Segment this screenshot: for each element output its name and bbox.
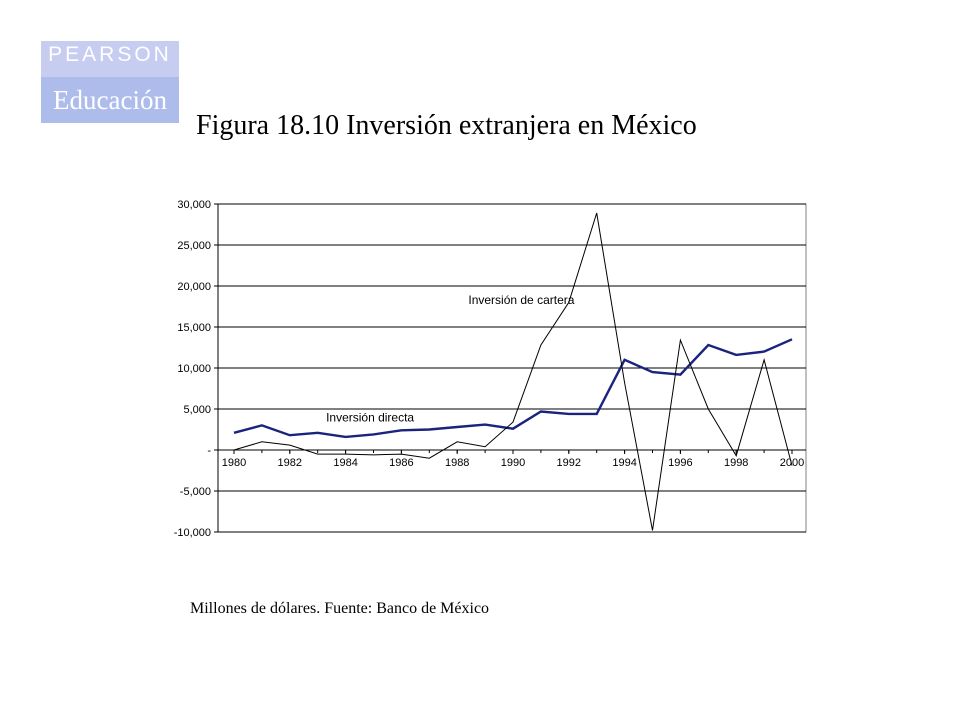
series-annotation: Inversión de cartera [468, 293, 574, 307]
x-tick-label: 1998 [724, 457, 748, 469]
y-tick-label: 20,000 [177, 281, 211, 293]
x-tick-label: 1986 [389, 457, 413, 469]
x-tick-label: 1996 [668, 457, 692, 469]
x-tick-label: 1994 [612, 457, 636, 469]
line-chart: 30,000 25,000 20,000 15,000 10,000 5,000 - -5,0… [174, 199, 807, 539]
y-tick-label: - [207, 445, 211, 457]
series-line-0 [233, 338, 793, 439]
y-tick-label: 10,000 [177, 363, 211, 375]
source-note: Millones de dólares. Fuente: Banco de Mé… [190, 600, 490, 617]
x-tick-label: 2000 [780, 457, 804, 469]
y-tick-label: 15,000 [177, 322, 211, 334]
y-tick-label: 25,000 [177, 240, 211, 252]
logo-sub: Educación [41, 77, 179, 123]
series-annotation: Inversión directa [326, 410, 414, 424]
x-tick-label: 1990 [501, 457, 525, 469]
x-tick-label: 1980 [222, 457, 246, 469]
y-tick-label: 5,000 [183, 404, 211, 416]
chart-container: 30,000 25,000 20,000 15,000 10,000 5,000 - -5,0… [150, 188, 820, 548]
logo-brand: PEARSON [48, 43, 172, 66]
series-line-1 [233, 212, 793, 531]
x-tick-label: 1982 [278, 457, 302, 469]
figure-title: Figura 18.10 Inversión extranjera en Méx… [196, 110, 697, 141]
x-tick-label: 1984 [333, 457, 357, 469]
y-tick-label: -10,000 [174, 527, 211, 539]
pearson-logo: PEARSON Educación [41, 41, 179, 123]
x-tick-label: 1988 [445, 457, 469, 469]
y-tick-label: -5,000 [180, 486, 211, 498]
x-tick-label: 1992 [557, 457, 581, 469]
y-tick-label: 30,000 [177, 199, 211, 211]
